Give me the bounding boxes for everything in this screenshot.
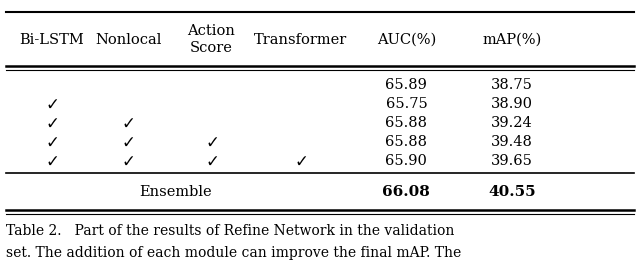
Text: 65.88: 65.88 [385, 135, 428, 149]
Text: Table 2.   Part of the results of Refine Network in the validation: Table 2. Part of the results of Refine N… [6, 224, 455, 238]
Text: $\checkmark$: $\checkmark$ [45, 114, 58, 132]
Text: mAP(%): mAP(%) [483, 32, 541, 47]
Text: set. The addition of each module can improve the final mAP. The: set. The addition of each module can imp… [6, 245, 461, 260]
Text: 66.08: 66.08 [383, 185, 430, 200]
Text: 38.90: 38.90 [491, 97, 533, 111]
Text: 65.88: 65.88 [385, 116, 428, 130]
Text: 38.75: 38.75 [491, 78, 533, 92]
Text: $\checkmark$: $\checkmark$ [294, 152, 307, 170]
Text: Action
Score: Action Score [188, 25, 235, 55]
Text: 65.89: 65.89 [385, 78, 428, 92]
Text: 40.55: 40.55 [488, 185, 536, 200]
Text: AUC(%): AUC(%) [377, 32, 436, 47]
Text: 39.24: 39.24 [491, 116, 533, 130]
Text: Ensemble: Ensemble [140, 185, 212, 200]
Text: $\checkmark$: $\checkmark$ [45, 133, 58, 151]
Text: $\checkmark$: $\checkmark$ [45, 95, 58, 113]
Text: $\checkmark$: $\checkmark$ [205, 133, 218, 151]
Text: Nonlocal: Nonlocal [95, 32, 161, 47]
Text: 65.75: 65.75 [385, 97, 428, 111]
Text: $\checkmark$: $\checkmark$ [205, 152, 218, 170]
Text: Bi-LSTM: Bi-LSTM [19, 32, 84, 47]
Text: $\checkmark$: $\checkmark$ [45, 152, 58, 170]
Text: $\checkmark$: $\checkmark$ [122, 133, 134, 151]
Text: $\checkmark$: $\checkmark$ [122, 152, 134, 170]
Text: $\checkmark$: $\checkmark$ [122, 114, 134, 132]
Text: 39.48: 39.48 [491, 135, 533, 149]
Text: 39.65: 39.65 [491, 154, 533, 168]
Text: Transformer: Transformer [254, 32, 348, 47]
Text: 65.90: 65.90 [385, 154, 428, 168]
